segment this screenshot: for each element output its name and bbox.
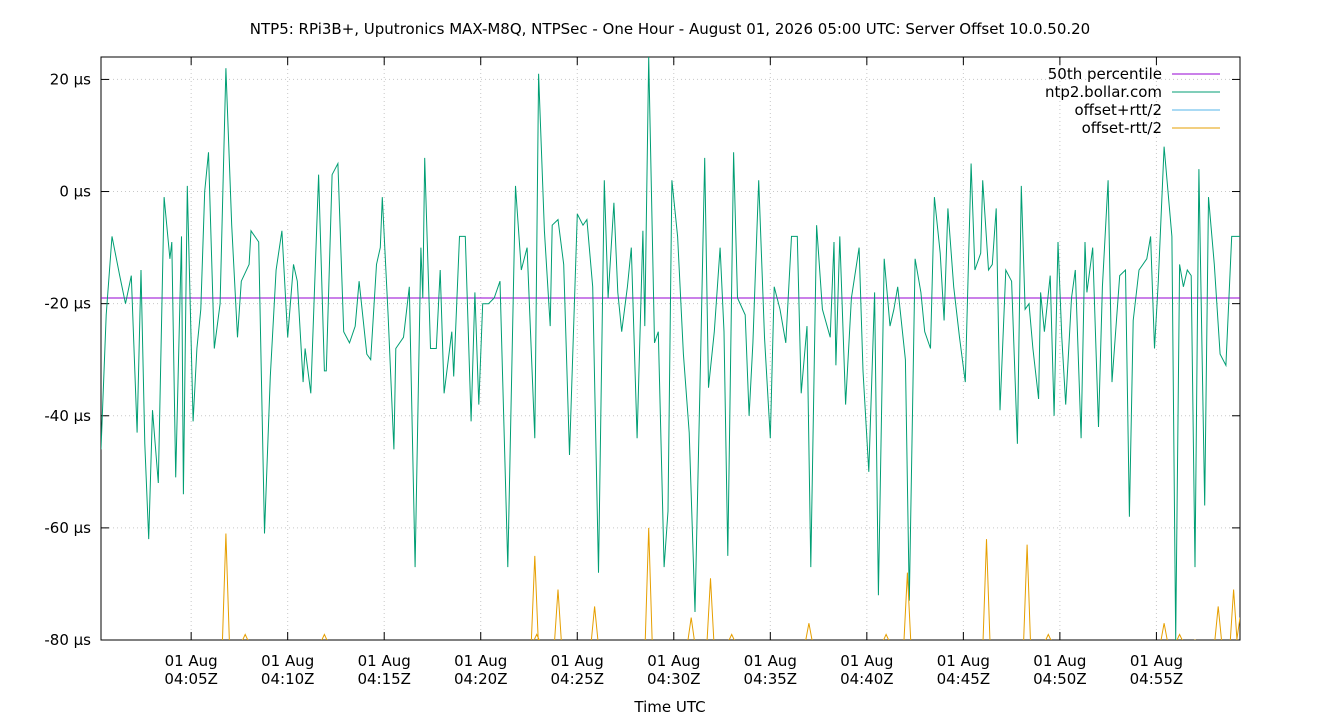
x-tick-label-time: 04:20Z [454, 670, 508, 688]
legend-label: offset-rtt/2 [1082, 119, 1162, 137]
x-tick-label-date: 01 Aug [647, 652, 700, 670]
x-tick-label-time: 04:35Z [744, 670, 798, 688]
x-tick-label-time: 04:25Z [550, 670, 604, 688]
x-tick-label-date: 01 Aug [358, 652, 411, 670]
series-layer [101, 57, 1240, 640]
x-tick-label-date: 01 Aug [937, 652, 990, 670]
x-tick-label-date: 01 Aug [1033, 652, 1086, 670]
series-spikes-3 [221, 527, 1240, 640]
legend-label: 50th percentile [1048, 65, 1162, 83]
x-tick-label-time: 04:40Z [840, 670, 894, 688]
x-tick-label-date: 01 Aug [551, 652, 604, 670]
y-tick-label: -40 µs [44, 407, 91, 425]
x-tick-label-time: 04:45Z [937, 670, 991, 688]
x-tick-label-time: 04:50Z [1033, 670, 1087, 688]
legend-label: offset+rtt/2 [1074, 101, 1162, 119]
x-tick-label-date: 01 Aug [261, 652, 314, 670]
x-tick-label-time: 04:05Z [164, 670, 218, 688]
plot-frame [100, 56, 1241, 641]
y-tick-label: -80 µs [44, 631, 91, 649]
x-tick-label-date: 01 Aug [165, 652, 218, 670]
y-tick-labels: 20 µs 0 µs -20 µs -40 µs -60 µs -80 µs [44, 70, 91, 649]
x-tick-label-time: 04:55Z [1130, 670, 1184, 688]
x-tick-label-date: 01 Aug [454, 652, 507, 670]
chart-title: NTP5: RPi3B+, Uputronics MAX-M8Q, NTPSec… [250, 20, 1090, 38]
x-tick-label-time: 04:30Z [647, 670, 701, 688]
chart-legend: 50th percentilentp2.bollar.comoffset+rtt… [1045, 65, 1220, 137]
series-line-1 [101, 57, 1240, 640]
x-tick-label-date: 01 Aug [744, 652, 797, 670]
legend-label: ntp2.bollar.com [1045, 83, 1162, 101]
x-tick-label-date: 01 Aug [1130, 652, 1183, 670]
y-tick-label: -20 µs [44, 295, 91, 313]
x-tick-label-date: 01 Aug [840, 652, 893, 670]
y-tick-label: -60 µs [44, 519, 91, 537]
y-tick-label: 0 µs [59, 183, 91, 201]
tick-marks [101, 57, 1240, 641]
x-tick-label-time: 04:15Z [357, 670, 411, 688]
x-axis-label: Time UTC [633, 698, 705, 716]
x-tick-label-time: 04:10Z [261, 670, 315, 688]
y-tick-label: 20 µs [50, 70, 91, 88]
